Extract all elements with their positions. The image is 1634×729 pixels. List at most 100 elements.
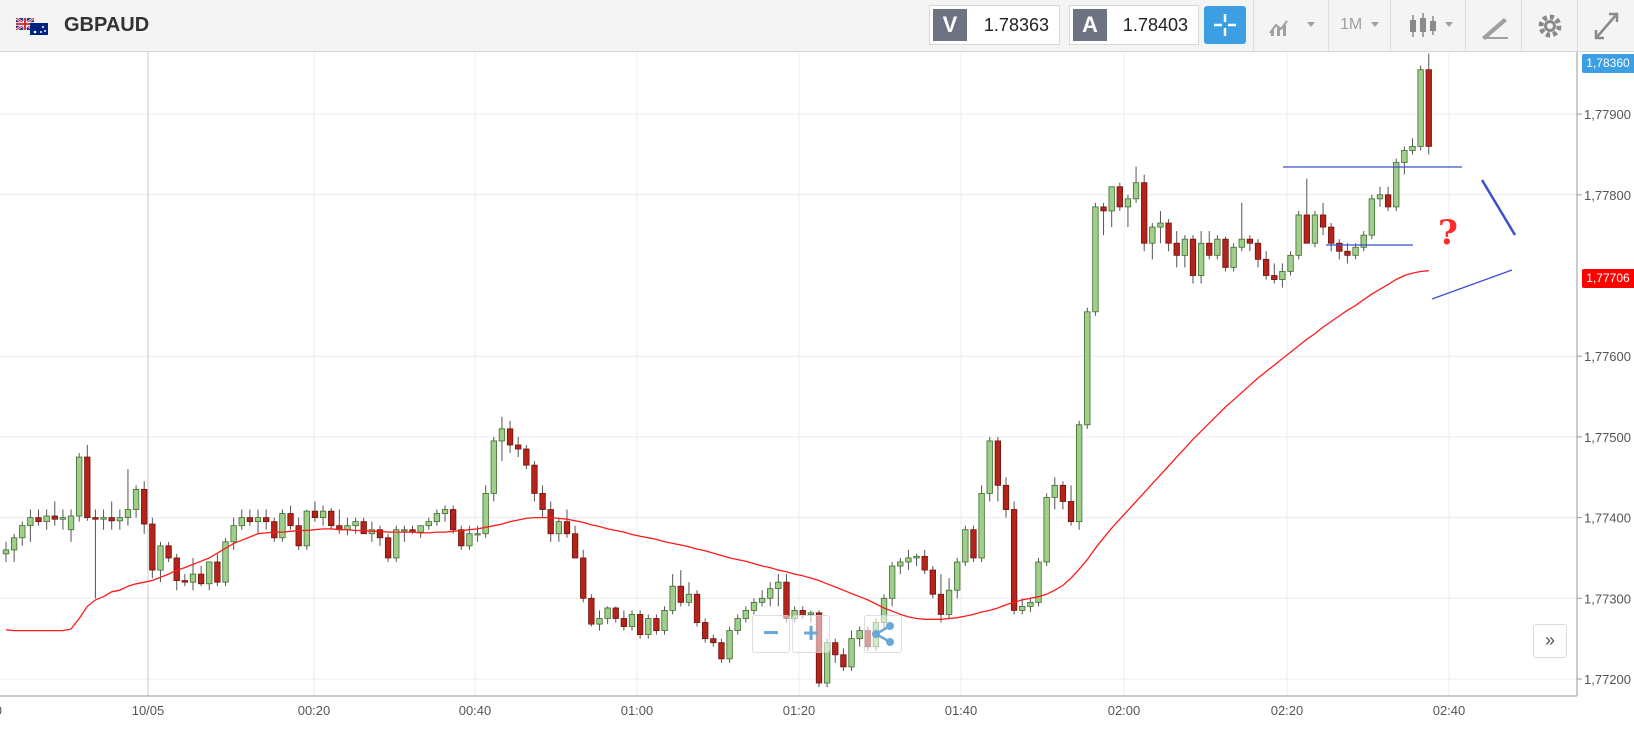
candle xyxy=(1376,186,1384,207)
chart-indicators-button[interactable] xyxy=(1253,0,1328,51)
candle xyxy=(718,638,725,663)
candle-body xyxy=(1279,271,1286,280)
candle-body xyxy=(1197,242,1205,276)
candle-body xyxy=(571,533,579,559)
candle xyxy=(59,509,67,530)
candle xyxy=(758,590,766,607)
candle-body xyxy=(1035,561,1042,603)
candle xyxy=(214,553,221,587)
ask-price-box[interactable]: A 1.78403 xyxy=(1069,5,1199,45)
candle-body xyxy=(271,521,278,539)
candle xyxy=(425,517,432,530)
candle xyxy=(596,610,603,631)
candle xyxy=(1246,235,1254,252)
candle-body xyxy=(1141,182,1148,244)
candle xyxy=(775,574,782,607)
candle xyxy=(1108,186,1115,228)
candle xyxy=(51,501,58,526)
candle xyxy=(921,549,928,575)
candle xyxy=(547,501,554,542)
candle-body xyxy=(555,521,562,535)
candle-body xyxy=(986,440,993,494)
candle-body xyxy=(807,612,815,615)
candle-body xyxy=(214,561,221,583)
candle xyxy=(702,618,709,643)
time-label: 0 xyxy=(0,703,2,718)
candle-body xyxy=(978,492,985,559)
candle xyxy=(1059,481,1067,510)
candle xyxy=(1116,182,1123,211)
chart-type-button[interactable] xyxy=(1390,0,1465,51)
candle xyxy=(303,509,310,550)
candle xyxy=(2,541,10,562)
candle xyxy=(954,557,961,599)
settings-button[interactable] xyxy=(1521,0,1577,51)
candle-body xyxy=(1230,246,1237,268)
candle xyxy=(905,549,912,571)
candle xyxy=(1409,138,1416,155)
candle-body xyxy=(328,510,335,527)
scroll-to-latest-button[interactable]: » xyxy=(1533,624,1567,658)
candle xyxy=(458,525,465,550)
candle xyxy=(35,509,42,526)
candle-body xyxy=(1181,238,1188,256)
candle xyxy=(311,501,319,522)
candle-body xyxy=(482,492,489,535)
zoom-in-button[interactable]: + xyxy=(792,615,830,653)
candle-body xyxy=(523,448,530,466)
candlestick-chart[interactable]: 1,77900 1,77800 1,77600 1,77500 1,77400 1,773… xyxy=(0,52,1634,729)
timeframe-label: 1M xyxy=(1340,16,1363,33)
candle xyxy=(986,436,993,502)
candle-body xyxy=(1425,69,1432,147)
candle xyxy=(230,517,237,550)
chart-toolbar: GBPAUD V 1.78363 A 1.78403 1M xyxy=(0,0,1634,52)
candle-body xyxy=(832,642,839,656)
candle-body xyxy=(563,521,571,535)
time-axis-labels: 0 10/05 00:20 00:40 01:00 01:20 01:40 02:00 02:2… xyxy=(0,703,1465,718)
drawing-tools-button[interactable] xyxy=(1465,0,1521,51)
candle-body xyxy=(799,610,806,615)
candle xyxy=(1165,219,1172,252)
candle-body xyxy=(1067,501,1075,523)
candle-body xyxy=(27,517,34,527)
timeframe-dropdown[interactable]: 1M xyxy=(1328,0,1390,51)
candle xyxy=(1043,493,1050,567)
candle xyxy=(571,525,579,559)
time-label: 00:40 xyxy=(459,703,492,718)
candle-body xyxy=(758,597,766,603)
candle-body xyxy=(295,525,302,547)
candle xyxy=(401,525,408,542)
candle-body xyxy=(1084,311,1091,426)
candle xyxy=(588,594,595,627)
candle-body xyxy=(238,517,245,527)
candle xyxy=(393,525,400,562)
candle-body xyxy=(742,610,749,619)
candle xyxy=(913,553,920,567)
candle xyxy=(67,509,75,542)
bid-price-box[interactable]: V 1.78363 xyxy=(929,5,1060,45)
breakout-trend-line xyxy=(1480,179,1517,236)
candle xyxy=(889,561,896,607)
candle-body xyxy=(303,510,310,547)
zoom-out-button[interactable]: − xyxy=(752,615,790,653)
candle-body xyxy=(433,513,441,523)
candle xyxy=(1360,231,1367,252)
candle xyxy=(1344,243,1351,264)
question-mark-annotation: ? xyxy=(1438,213,1458,253)
fullscreen-button[interactable] xyxy=(1577,0,1634,51)
candle-body xyxy=(1108,186,1115,212)
candle xyxy=(1189,235,1197,284)
candle-body xyxy=(653,618,660,631)
candle-body xyxy=(897,561,904,567)
candle-body xyxy=(937,593,945,615)
candle-body xyxy=(132,488,140,510)
candle-body xyxy=(1124,198,1132,208)
ma-price-tag: 1,77706 xyxy=(1582,269,1634,288)
share-button[interactable] xyxy=(864,615,902,653)
zoom-controls: − + xyxy=(752,615,912,655)
candle-body xyxy=(141,488,148,525)
candle xyxy=(116,509,123,530)
candle-body xyxy=(466,533,473,547)
candle-body xyxy=(157,545,164,571)
crosshair-button[interactable] xyxy=(1204,6,1246,44)
